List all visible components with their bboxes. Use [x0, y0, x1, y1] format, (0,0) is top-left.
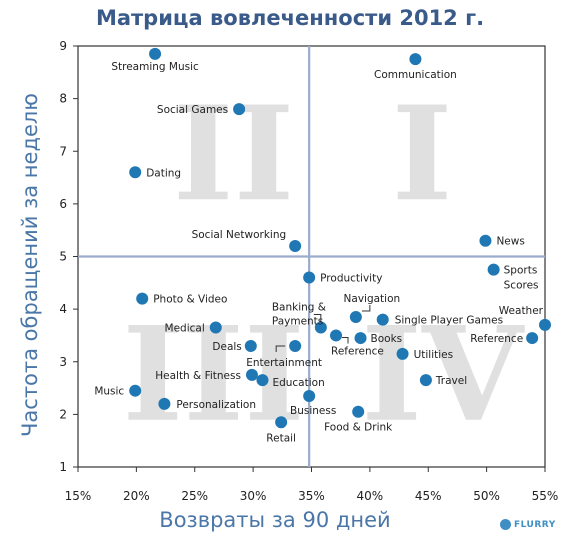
point-label: Business [290, 405, 336, 417]
y-tick-label: 8 [59, 92, 67, 106]
connector-line [361, 305, 371, 312]
data-point [129, 166, 142, 179]
data-point [303, 271, 316, 284]
connector-line [275, 345, 286, 352]
flurry-logo: FLURRY [500, 519, 556, 530]
y-tick-label: 7 [59, 144, 67, 158]
data-point [419, 374, 432, 387]
data-point [303, 389, 316, 402]
point-label: Banking & Payments [272, 302, 326, 328]
point-label: Music [94, 386, 124, 398]
point-label: Health & Fitness [155, 370, 241, 382]
point-label: Weather [499, 305, 544, 317]
point-label: Entertainment [246, 357, 322, 369]
y-tick-label: 5 [59, 250, 67, 264]
quadrant-numeral: II [173, 77, 295, 230]
data-point [526, 332, 539, 345]
point-label: Education [272, 377, 324, 389]
point-label: Medical [165, 323, 205, 335]
x-tick-label: 40% [357, 489, 384, 503]
point-label: Social Networking [192, 229, 287, 241]
point-label: Photo & Video [153, 294, 227, 306]
point-label: Personalization [176, 399, 256, 411]
data-point [209, 321, 222, 334]
data-point [396, 347, 409, 360]
x-tick-label: 30% [240, 489, 267, 503]
data-point [539, 318, 551, 331]
point-label: Utilities [414, 349, 454, 361]
data-point [314, 321, 327, 334]
data-point [275, 416, 288, 429]
point-label: Communication [374, 69, 457, 81]
point-label: Books [371, 333, 403, 345]
data-point [289, 239, 302, 252]
data-point [354, 332, 367, 345]
x-tick-label: 50% [473, 489, 500, 503]
data-point [376, 313, 389, 326]
point-label: Dating [146, 167, 181, 179]
point-label: Retail [266, 432, 296, 444]
point-label: Single Player Games [395, 315, 503, 327]
point-label: Streaming Music [111, 61, 199, 73]
y-tick-label: 9 [59, 39, 67, 53]
connector-line [313, 314, 322, 323]
data-point [149, 47, 162, 60]
flurry-logo-text: FLURRY [514, 519, 556, 530]
y-tick-label: 6 [59, 197, 67, 211]
data-point [158, 397, 171, 410]
point-label: Food & Drink [324, 422, 393, 434]
point-label: Deals [212, 341, 241, 353]
point-label: Sports Scores [504, 265, 539, 292]
point-label: Travel [435, 375, 467, 387]
x-tick-label: 15% [65, 489, 92, 503]
data-point [233, 103, 246, 116]
y-tick-label: 4 [59, 302, 67, 316]
chart-title: Матрица вовлеченности 2012 г. [95, 6, 485, 30]
quadrant-numeral: IV [361, 298, 525, 451]
flurry-logo-icon [500, 519, 511, 530]
point-label: Reference [331, 345, 384, 357]
connector-line [342, 336, 349, 344]
point-label: Social Games [157, 104, 228, 116]
x-tick-label: 45% [415, 489, 442, 503]
y-tick-label: 1 [59, 460, 67, 474]
point-label: Productivity [320, 273, 382, 285]
data-point [256, 374, 269, 387]
data-point [479, 234, 492, 247]
x-tick-label: 25% [181, 489, 208, 503]
quadrant-numeral: I [392, 77, 453, 230]
y-tick-label: 3 [59, 355, 67, 369]
data-point [136, 292, 149, 305]
point-label: Reference [470, 333, 523, 345]
y-tick-label: 2 [59, 407, 67, 421]
data-point [289, 339, 302, 352]
x-tick-label: 35% [298, 489, 325, 503]
data-point [245, 368, 258, 381]
data-point [244, 339, 257, 352]
data-point [129, 384, 142, 397]
point-label: Navigation [344, 293, 401, 305]
data-point [487, 263, 500, 276]
x-axis-label: Возвраты за 90 дней [159, 508, 391, 532]
x-tick-label: 20% [123, 489, 150, 503]
x-tick-label: 55% [532, 489, 559, 503]
data-point [330, 329, 343, 342]
data-point [352, 405, 365, 418]
data-point [349, 311, 362, 324]
data-point [409, 53, 422, 66]
point-label: News [496, 236, 524, 248]
